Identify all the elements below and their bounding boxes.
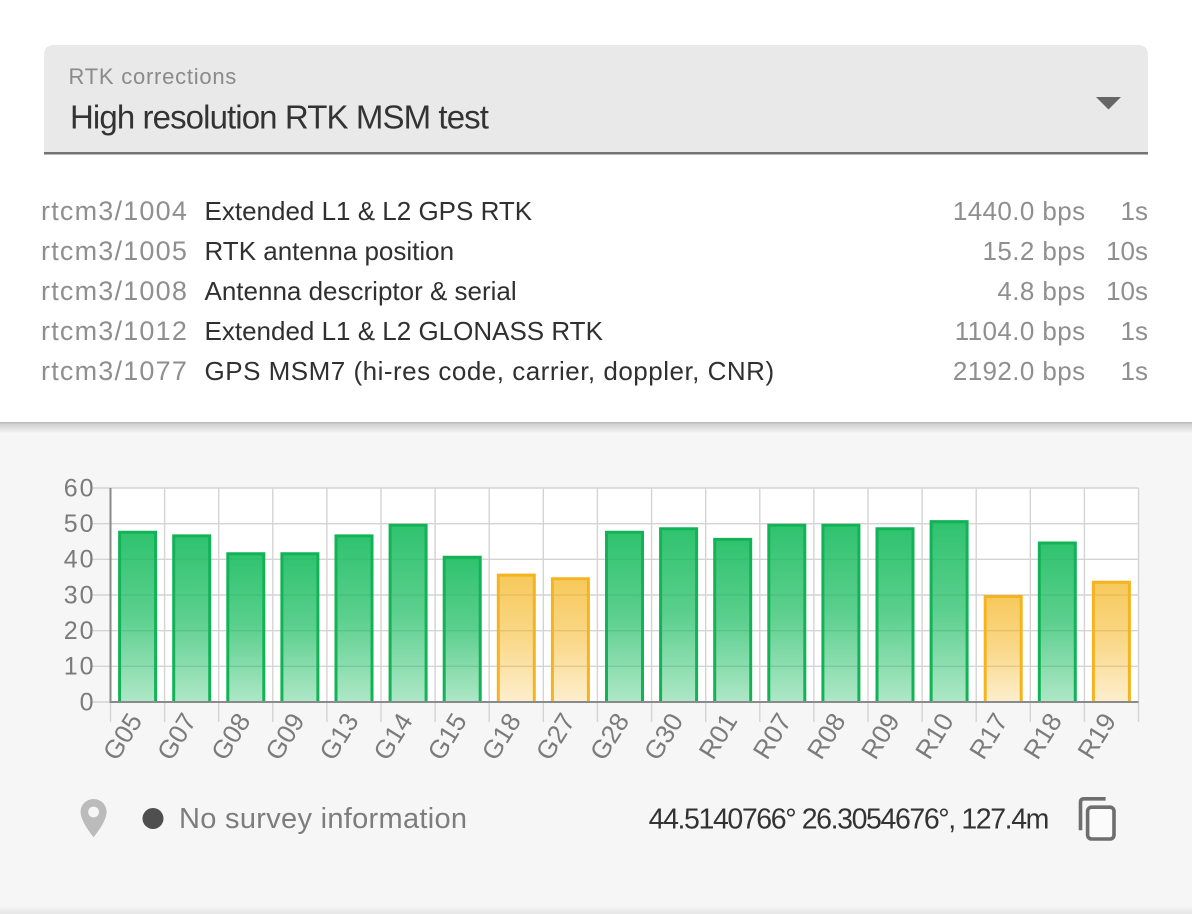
- svg-text:60: 60: [64, 474, 96, 502]
- svg-text:Extended L1 & L2 GPS RTK: Extended L1 & L2 GPS RTK: [205, 196, 533, 226]
- svg-text:rtcm3/1008: rtcm3/1008: [41, 276, 188, 306]
- svg-text:rtcm3/1005: rtcm3/1005: [41, 236, 188, 266]
- svg-text:RTK antenna position: RTK antenna position: [205, 236, 455, 266]
- svg-text:No survey information: No survey information: [179, 803, 467, 835]
- svg-text:1104.0 bps: 1104.0 bps: [955, 316, 1086, 346]
- svg-text:rtcm3/1004: rtcm3/1004: [41, 196, 188, 226]
- svg-text:1s: 1s: [1121, 356, 1148, 386]
- svg-text:44.5140766° 26.3054676°, 127.: 44.5140766° 26.3054676°, 127.4m: [649, 804, 1048, 836]
- svg-text:2192.0 bps: 2192.0 bps: [953, 356, 1086, 386]
- svg-text:50: 50: [64, 510, 96, 538]
- svg-text:40: 40: [64, 546, 96, 574]
- svg-text:1s: 1s: [1121, 316, 1148, 346]
- svg-text:10: 10: [64, 653, 96, 681]
- svg-text:0: 0: [80, 688, 96, 716]
- svg-text:30: 30: [64, 581, 96, 609]
- svg-text:GPS MSM7 (hi-res code, carrier: GPS MSM7 (hi-res code, carrier, doppler,…: [205, 356, 775, 386]
- svg-text:High resolution RTK MSM test: High resolution RTK MSM test: [70, 99, 489, 136]
- svg-text:1440.0 bps: 1440.0 bps: [953, 196, 1086, 226]
- svg-text:20: 20: [64, 617, 96, 645]
- svg-text:rtcm3/1012: rtcm3/1012: [41, 316, 188, 346]
- svg-text:15.2 bps: 15.2 bps: [983, 236, 1086, 266]
- svg-text:1s: 1s: [1121, 196, 1148, 226]
- svg-text:10s: 10s: [1106, 276, 1148, 306]
- svg-text:rtcm3/1077: rtcm3/1077: [41, 356, 188, 386]
- svg-text:10s: 10s: [1106, 236, 1148, 266]
- svg-text:Antenna descriptor & serial: Antenna descriptor & serial: [205, 276, 517, 306]
- svg-text:Extended L1 & L2 GLONASS RTK: Extended L1 & L2 GLONASS RTK: [205, 316, 604, 346]
- svg-text:4.8 bps: 4.8 bps: [997, 276, 1085, 306]
- svg-text:RTK corrections: RTK corrections: [69, 64, 238, 89]
